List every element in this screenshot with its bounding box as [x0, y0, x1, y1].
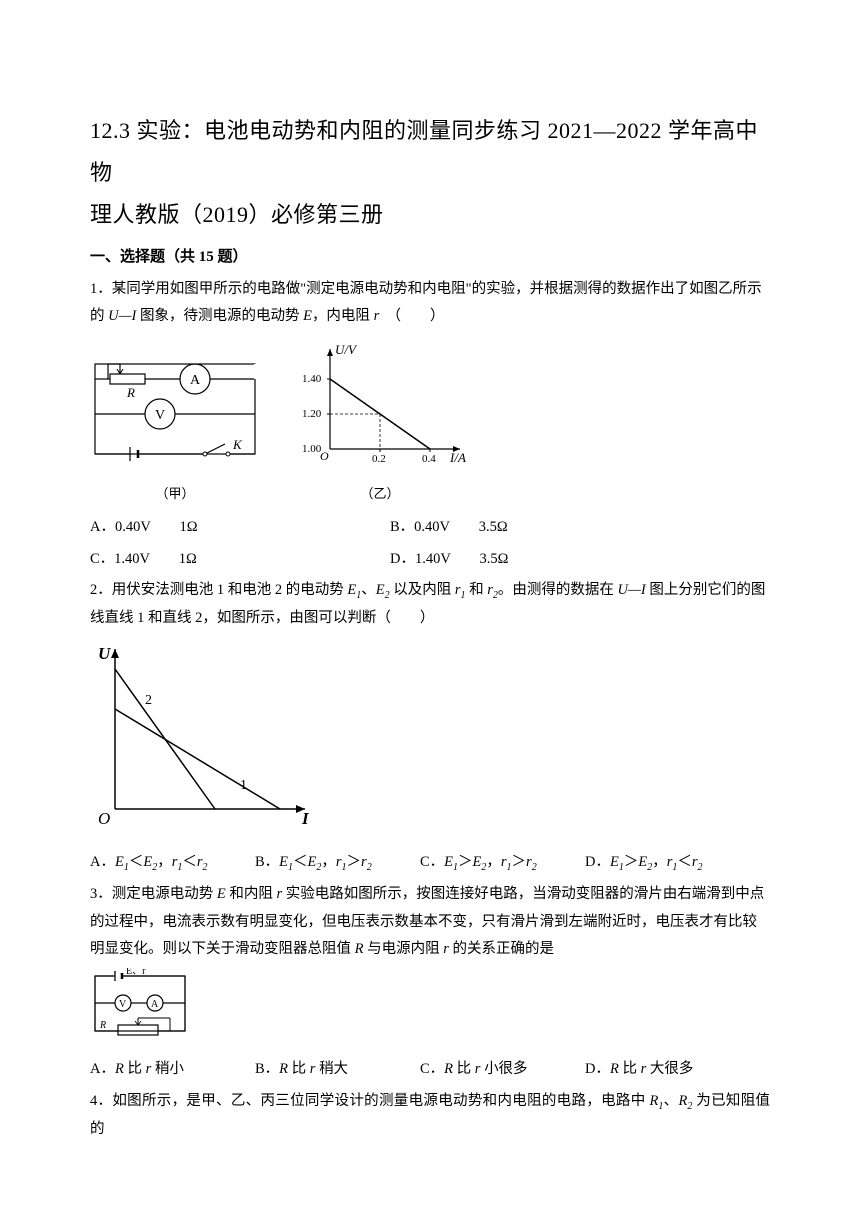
svg-text:E、r: E、r — [126, 968, 146, 977]
q1-opt-a: A．0.40V 1Ω — [90, 514, 390, 542]
svg-text:1: 1 — [240, 778, 247, 793]
q2-opt-a: A．E1＜E2，r1＜r2 — [90, 849, 255, 877]
section-header: 一、选择题（共 15 题） — [90, 243, 770, 272]
svg-text:A: A — [151, 999, 159, 1010]
svg-text:I: I — [301, 809, 310, 828]
q1-opt-c: C．1.40V 1Ω — [90, 546, 390, 574]
q2-opt-d: D．E1＞E2，r1＜r2 — [585, 849, 750, 877]
voltmeter-label: V — [155, 408, 165, 423]
question-4: 4．如图所示，是甲、乙、丙三位同学设计的测量电源电动势和内电阻的电路，电路中 R… — [90, 1088, 770, 1143]
svg-text:V: V — [119, 999, 127, 1010]
svg-text:I/A: I/A — [449, 450, 466, 465]
r-label: R — [126, 385, 135, 400]
q1-text: 1．某同学用如图甲所示的电路做"测定电源电动势和内电阻"的实验，并根据测得的数据… — [90, 276, 770, 304]
q1-options-1: A．0.40V 1Ω B．0.40V 3.5Ω — [90, 514, 770, 542]
svg-text:0.4: 0.4 — [422, 453, 436, 465]
circuit-diagram-1: R A V — [90, 359, 260, 469]
q3-opt-a: A．R 比 r 稍小 — [90, 1056, 255, 1084]
q3-text-3: 明显变化。则以下关于滑动变阻器总阻值 R 与电源内阻 r 的关系正确的是 — [90, 936, 770, 964]
svg-text:1.20: 1.20 — [302, 408, 322, 420]
q1-options-2: C．1.40V 1Ω D．1.40V 3.5Ω — [90, 546, 770, 574]
svg-text:1.40: 1.40 — [302, 373, 322, 385]
ammeter-label: A — [190, 373, 201, 388]
q3-opt-b: B．R 比 r 稍大 — [255, 1056, 420, 1084]
q1-figures: R A V — [90, 339, 770, 506]
q4-text: 4．如图所示，是甲、乙、丙三位同学设计的测量电源电动势和内电阻的电路，电路中 R… — [90, 1088, 770, 1143]
question-3: 3．测定电源电动势 E 和内阻 r 实验电路如图所示，按图连接好电路，当滑动变阻… — [90, 881, 770, 1084]
q1-circuit: R A V — [90, 359, 260, 506]
svg-text:O: O — [98, 809, 110, 828]
q2-opt-c: C．E1＞E2，r1＞r2 — [420, 849, 585, 877]
question-2: 2．用伏安法测电池 1 和电池 2 的电动势 E1、E2 以及内阻 r1 和 r… — [90, 577, 770, 877]
switch-label: K — [232, 437, 243, 452]
ui-graph-1: U/V I/A O 1.00 1.20 1.40 0.2 0.4 — [290, 339, 470, 469]
q2-text: 2．用伏安法测电池 1 和电池 2 的电动势 E1、E2 以及内阻 r1 和 r… — [90, 577, 770, 605]
q1-opt-b: B．0.40V 3.5Ω — [390, 514, 508, 542]
q1-text-2: 的 U—I 图象，待测电源的电动势 E，内电阻 r （ ） — [90, 303, 770, 331]
q2-text-2: 线直线 1 和直线 2，如图所示，由图可以判断（ ） — [90, 605, 770, 633]
q3-opt-d: D．R 比 r 大很多 — [585, 1056, 750, 1084]
page-title: 12.3 实验：电池电动势和内阻的测量同步练习 2021—2022 学年高中物 … — [90, 110, 770, 235]
q3-text-2: 的过程中，电流表示数有明显变化，但电压表示数基本不变，只有滑片滑到左端附近时，电… — [90, 909, 770, 937]
q2-opt-b: B．E1＜E2，r1＞r2 — [255, 849, 420, 877]
svg-text:0.2: 0.2 — [372, 453, 386, 465]
svg-text:2: 2 — [145, 693, 152, 708]
svg-text:U/V: U/V — [335, 342, 358, 357]
svg-text:R: R — [99, 1020, 106, 1031]
q3-opt-c: C．R 比 r 小很多 — [420, 1056, 585, 1084]
circuit-diagram-3: E、r V A R — [90, 968, 190, 1038]
svg-text:O: O — [320, 449, 329, 463]
q3-text: 3．测定电源电动势 E 和内阻 r 实验电路如图所示，按图连接好电路，当滑动变阻… — [90, 881, 770, 909]
q1-opt-d: D．1.40V 3.5Ω — [390, 546, 508, 574]
ui-graph-2: U I O 2 1 — [90, 639, 320, 829]
question-1: 1．某同学用如图甲所示的电路做"测定电源电动势和内电阻"的实验，并根据测得的数据… — [90, 276, 770, 573]
q2-options: A．E1＜E2，r1＜r2 B．E1＜E2，r1＞r2 C．E1＞E2，r1＞r… — [90, 849, 770, 877]
q3-options: A．R 比 r 稍小 B．R 比 r 稍大 C．R 比 r 小很多 D．R 比 … — [90, 1056, 770, 1084]
q1-graph: U/V I/A O 1.00 1.20 1.40 0.2 0.4 — [290, 339, 470, 506]
svg-text:1.00: 1.00 — [302, 443, 322, 455]
svg-text:U: U — [98, 644, 111, 663]
